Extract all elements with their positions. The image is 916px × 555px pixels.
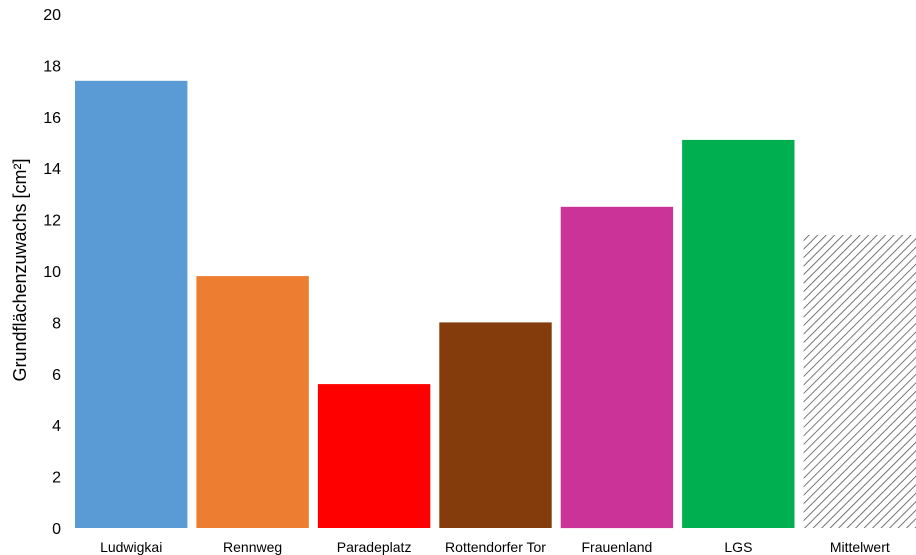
y-tick-label: 14	[43, 161, 61, 178]
bar-lgs	[682, 139, 795, 528]
x-axis-labels: Ludwigkai Rennweg Paradeplatz Rottendorfer …	[100, 539, 890, 555]
y-tick-label: 20	[43, 7, 61, 24]
bar-frauenland	[560, 206, 674, 529]
y-tick-label: 16	[43, 110, 61, 127]
y-tick-label: 18	[43, 58, 61, 75]
bar-rennweg	[196, 276, 309, 528]
x-tick-label: Mittelwert	[830, 539, 890, 555]
bar-paradeplatz	[317, 384, 431, 528]
bar-ludwigkai	[75, 80, 188, 529]
y-tick-label: 8	[52, 315, 61, 332]
x-tick-label: Frauenland	[581, 539, 652, 555]
x-tick-label: Paradeplatz	[337, 539, 412, 555]
y-axis-title: Grundflächenzuwachs [cm²]	[10, 158, 30, 381]
y-tick-label: 2	[52, 470, 61, 487]
y-tick-label: 6	[52, 367, 61, 384]
y-axis-ticks: 0 2 4 6 8 10 12 14 16 18 20	[43, 7, 61, 538]
bar-rottendorfer-tor	[439, 322, 552, 528]
y-tick-label: 12	[43, 213, 61, 230]
bars	[75, 80, 916, 529]
x-tick-label: Ludwigkai	[100, 539, 162, 555]
x-tick-label: Rennweg	[223, 539, 282, 555]
y-tick-label: 4	[52, 418, 61, 435]
x-tick-label: Rottendorfer Tor	[445, 539, 546, 555]
y-tick-label: 0	[52, 521, 61, 538]
y-tick-label: 10	[43, 264, 61, 281]
bar-mittelwert	[803, 235, 916, 528]
x-tick-label: LGS	[724, 539, 752, 555]
